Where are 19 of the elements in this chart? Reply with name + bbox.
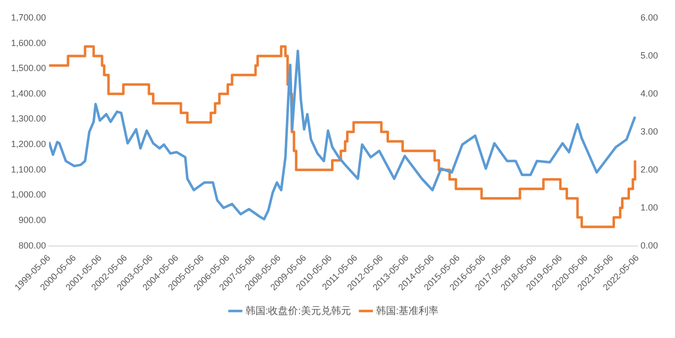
- y-tick-label: 1,300.00: [10, 114, 46, 124]
- y-tick-label: 1,500.00: [10, 63, 46, 74]
- y2-tick-label: 2.00: [640, 164, 658, 174]
- y-tick-label: 1,100.00: [10, 164, 46, 174]
- legend-label: 韩国:基准利率: [376, 304, 439, 317]
- y2-tick-label: 3.00: [640, 126, 658, 136]
- y2-tick-label: 1.00: [640, 202, 658, 212]
- y2-tick-label: 5.00: [640, 50, 658, 60]
- legend-label: 韩国:收盘价:美元兑韩元: [245, 304, 351, 317]
- y2-tick-label: 0.00: [640, 240, 658, 250]
- y-tick-label: 1,200.00: [10, 139, 46, 150]
- y-tick-label: 1,700.00: [10, 12, 46, 22]
- y-tick-label: 900.00: [18, 214, 46, 225]
- y2-tick-label: 6.00: [640, 12, 658, 22]
- y2-tick-label: 4.00: [640, 88, 658, 98]
- y-tick-label: 1,600.00: [10, 38, 46, 48]
- y-tick-label: 1,400.00: [10, 88, 46, 98]
- y-tick-label: 1,000.00: [10, 190, 46, 200]
- y-tick-label: 800.00: [18, 240, 46, 250]
